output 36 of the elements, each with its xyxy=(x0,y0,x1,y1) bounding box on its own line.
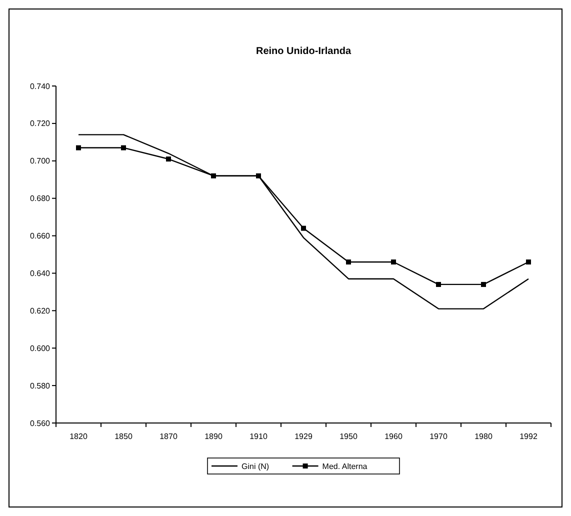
y-tick-label: 0.660 xyxy=(30,232,51,241)
point xyxy=(526,259,531,264)
x-tick-label: 1929 xyxy=(294,432,313,441)
x-tick-label: 1870 xyxy=(160,432,178,441)
x-tick-label: 1910 xyxy=(250,432,268,441)
x-tick-label: 1890 xyxy=(204,432,223,441)
x-tick-label: 1950 xyxy=(340,432,358,441)
point xyxy=(166,156,171,162)
y-tick-label: 0.740 xyxy=(30,82,51,91)
x-tick-label: 1960 xyxy=(384,432,403,441)
y-tick-label: 0.680 xyxy=(30,194,51,204)
point xyxy=(211,173,216,178)
y-tick-label: 0.580 xyxy=(30,381,51,390)
point xyxy=(481,282,486,287)
y-tick-label: 0.600 xyxy=(30,344,51,353)
y-tick-label: 0.720 xyxy=(30,119,51,128)
x-tick-label: 1992 xyxy=(520,432,538,441)
point xyxy=(121,145,126,150)
point xyxy=(391,259,396,264)
x-tick-label: 1850 xyxy=(114,432,133,441)
point xyxy=(346,259,351,264)
y-tick-label: 0.700 xyxy=(30,156,51,166)
chart-title: Reino Unido-Irlanda xyxy=(256,46,352,57)
x-tick-label: 1970 xyxy=(430,432,448,441)
point xyxy=(76,145,81,150)
point xyxy=(436,282,441,287)
x-tick-label: 1820 xyxy=(70,432,88,441)
line-series xyxy=(78,134,530,310)
point xyxy=(301,226,306,231)
y-tick-label: 0.620 xyxy=(30,306,51,316)
point xyxy=(256,173,261,178)
y-tick-label: 0.560 xyxy=(30,418,51,428)
x-tick-label: 1980 xyxy=(474,432,493,441)
legend-label: Gini (N) xyxy=(242,462,270,471)
y-tick-label: 0.640 xyxy=(30,269,51,278)
legend-label: Med. Alterna xyxy=(322,462,368,471)
